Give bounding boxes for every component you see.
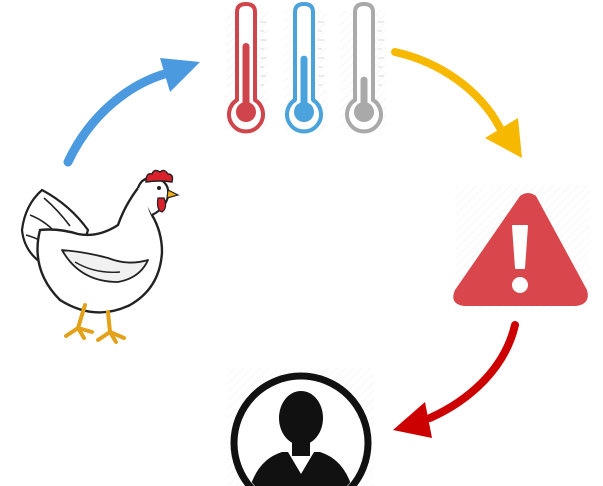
thermometer-neutral-icon [345,2,384,134]
warning-triangle-icon [453,185,590,310]
thermometer-cold-icon [285,2,324,134]
chicken-icon [20,169,180,344]
arrow-chicken-to-thermometers [63,58,200,167]
thermometer-hot-icon [227,2,266,134]
thermometer-icons [226,2,386,134]
user-avatar-icon [228,368,374,486]
arrow-thermometers-to-warning [391,48,522,158]
arrow-warning-to-user [393,321,519,438]
